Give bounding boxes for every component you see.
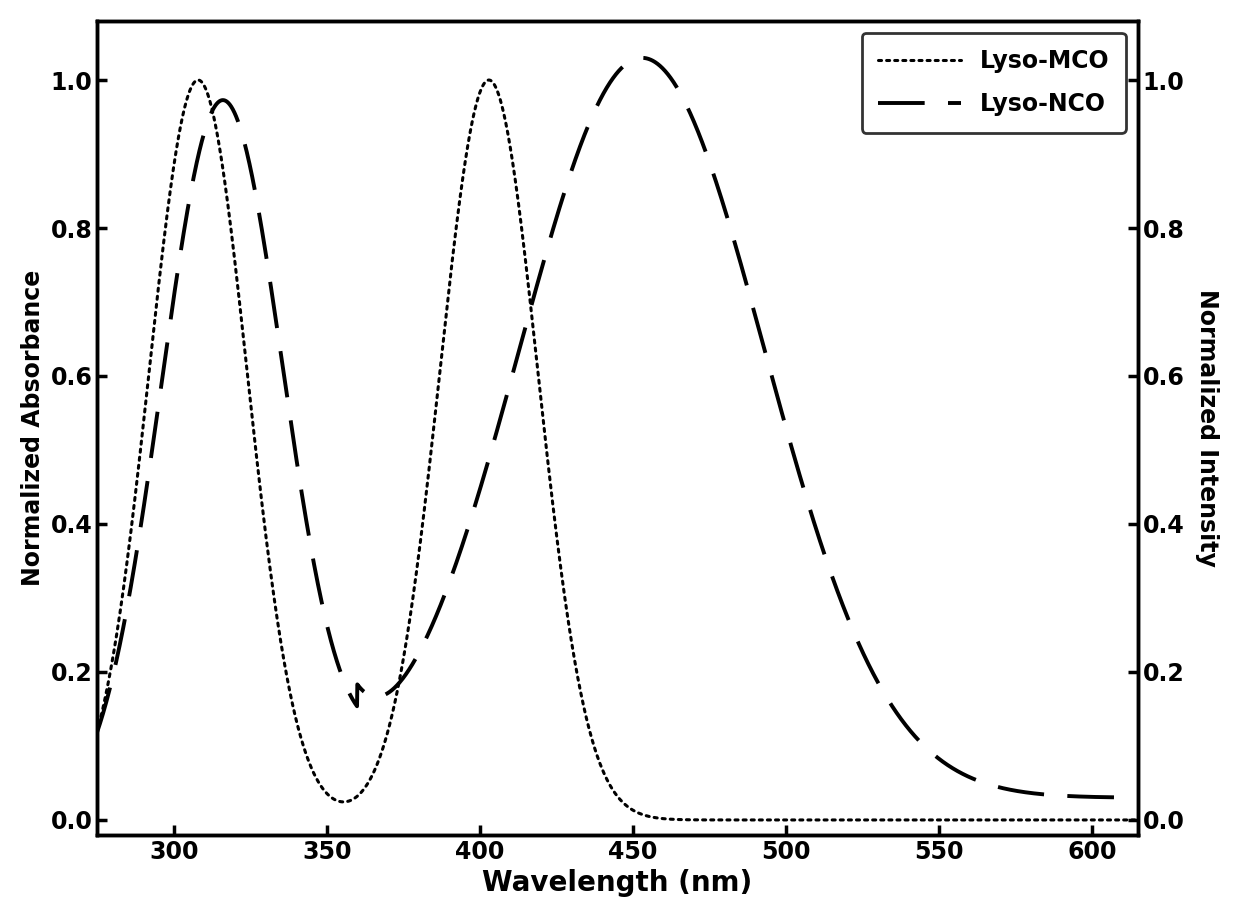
Lyso-MCO	[74, 770, 89, 781]
Y-axis label: Normalized Absorbance: Normalized Absorbance	[21, 270, 45, 586]
Lyso-MCO	[531, 372, 546, 383]
Lyso-NCO	[539, 244, 554, 255]
Lyso-NCO	[864, 665, 879, 676]
Line: Lyso-NCO: Lyso-NCO	[82, 58, 1168, 820]
Lyso-MCO	[1161, 814, 1176, 825]
Lyso-NCO	[531, 275, 546, 286]
Lyso-MCO	[191, 74, 206, 85]
Lyso-MCO	[864, 814, 879, 825]
Line: Lyso-MCO: Lyso-MCO	[82, 80, 1168, 820]
Lyso-NCO	[1161, 814, 1176, 825]
Lyso-MCO	[591, 754, 606, 765]
Lyso-NCO	[590, 98, 605, 109]
Lyso-MCO	[1074, 814, 1089, 825]
Lyso-NCO	[74, 764, 89, 775]
Lyso-MCO	[539, 451, 554, 462]
X-axis label: Wavelength (nm): Wavelength (nm)	[482, 869, 753, 897]
Lyso-NCO	[1074, 791, 1089, 802]
Y-axis label: Normalized Intensity: Normalized Intensity	[1195, 289, 1219, 566]
Lyso-MCO	[1127, 814, 1142, 825]
Legend: Lyso-MCO, Lyso-NCO: Lyso-MCO, Lyso-NCO	[862, 33, 1126, 132]
Lyso-NCO	[635, 52, 650, 63]
Lyso-NCO	[1127, 792, 1142, 803]
